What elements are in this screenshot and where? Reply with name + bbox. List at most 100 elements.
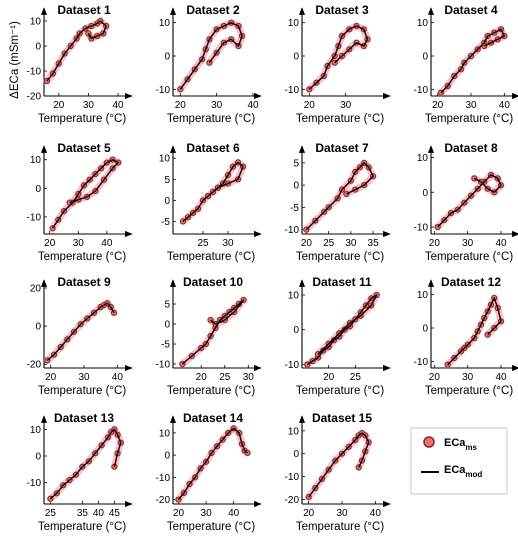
x-tick-label: 30 xyxy=(336,508,348,519)
x-tick-label: 40 xyxy=(495,238,507,249)
panel-title: Dataset 13 xyxy=(54,411,114,425)
x-tick-label: 30 xyxy=(222,238,234,249)
series-model-line xyxy=(52,158,120,229)
y-tick-label: 0 xyxy=(35,42,41,53)
panel-title: Dataset 1 xyxy=(57,3,111,17)
x-axis-label: Temperature (°C) xyxy=(167,113,255,125)
x-tick-label: 30 xyxy=(465,100,477,111)
panel-title: Dataset 15 xyxy=(312,411,372,425)
x-tick-label: 30 xyxy=(243,372,255,383)
series-model-line xyxy=(182,161,244,222)
y-tick-label: -20 xyxy=(27,92,42,103)
x-axis-label: Temperature (°C) xyxy=(167,385,255,397)
y-tick-label: 10 xyxy=(288,18,300,29)
y-tick-label: 10 xyxy=(417,18,429,29)
chart-panel-15: Dataset 15 20 30 40 -20 -10 0 10 Temperature (°C… xyxy=(285,411,391,533)
y-axis-label: ΔECa (mSm⁻¹) xyxy=(9,21,21,99)
point-measured xyxy=(471,175,478,182)
y-tick-label: -10 xyxy=(414,85,429,96)
x-axis-label: Temperature (°C) xyxy=(38,251,126,263)
series-model-line xyxy=(305,162,374,231)
y-tick-label: 10 xyxy=(30,17,42,28)
y-tick-label: 5 xyxy=(164,300,170,311)
x-axis-label: Temperature (°C) xyxy=(296,521,384,533)
chart-panel-2: Dataset 2 20 30 40 -10 0 10 Temperature (°C) xyxy=(156,3,262,125)
series-model-line xyxy=(181,299,245,365)
x-axis-label: Temperature (°C) xyxy=(425,251,513,263)
x-tick-label: 25 xyxy=(197,238,209,249)
chart-panel-11: Dataset 11 20 25 -10 0 10 Temperature (°C) xyxy=(285,275,391,397)
y-tick-label: -10 xyxy=(156,473,171,484)
x-tick-label: 40 xyxy=(499,100,511,111)
x-tick-label: 30 xyxy=(78,372,90,383)
x-tick-label: 20 xyxy=(432,100,444,111)
y-tick-label: 0 xyxy=(35,452,41,463)
chart-panel-5: Dataset 5 20 30 40 -10 0 10 Temperature (°C) xyxy=(27,141,133,263)
series-model-line xyxy=(447,297,502,366)
chart-panel-6: Dataset 6 25 30 -5 0 5 10 Temperature (°C) xyxy=(159,141,262,263)
x-tick-label: 20 xyxy=(429,238,441,249)
y-tick-label: -5 xyxy=(161,340,170,351)
y-tick-label: 10 xyxy=(30,425,42,436)
x-axis-label: Temperature (°C) xyxy=(296,251,384,263)
y-tick-label: 10 xyxy=(288,426,300,437)
x-tick-label: 20 xyxy=(44,238,56,249)
x-axis-label: Temperature (°C) xyxy=(425,113,513,125)
y-tick-label: 0 xyxy=(164,196,170,207)
x-tick-label: 35 xyxy=(368,238,380,249)
y-tick-label: 5 xyxy=(164,175,170,186)
series-model-line xyxy=(437,174,502,228)
series-model-line xyxy=(177,427,248,501)
y-tick-label: -10 xyxy=(156,360,171,371)
x-axis-label: Temperature (°C) xyxy=(296,113,384,125)
chart-panel-4: Dataset 4 20 30 40 -10 0 10 Temperature (°C) xyxy=(414,3,518,125)
y-tick-label: -10 xyxy=(285,360,300,371)
y-tick-label: 10 xyxy=(288,290,300,301)
x-tick-label: 20 xyxy=(196,372,208,383)
panel-title: Dataset 10 xyxy=(183,275,243,289)
x-tick-label: 45 xyxy=(109,508,121,519)
y-tick-label: 0 xyxy=(293,181,299,192)
y-tick-label: 10 xyxy=(417,290,429,301)
y-tick-label: -10 xyxy=(27,478,42,489)
x-axis-label: Temperature (°C) xyxy=(38,521,126,533)
series-model-line xyxy=(179,22,243,90)
chart-panel-8: Dataset 8 20 30 40 -10 0 10 Temperature (°C) xyxy=(414,141,518,263)
legend-marker-measured xyxy=(423,436,435,448)
panel-title: Dataset 11 xyxy=(312,275,372,289)
x-axis-label: Temperature (°C) xyxy=(425,385,513,397)
x-tick-label: 30 xyxy=(340,100,352,111)
y-tick-label: -10 xyxy=(156,85,171,96)
y-tick-label: 5 xyxy=(293,158,299,169)
series-measured-band xyxy=(49,156,122,232)
y-tick-label: 0 xyxy=(422,188,428,199)
x-tick-label: 40 xyxy=(93,508,105,519)
panel-title: Dataset 4 xyxy=(444,3,498,17)
series-measured-band xyxy=(305,22,371,93)
x-tick-label: 20 xyxy=(304,100,316,111)
y-tick-label: 20 xyxy=(30,284,42,295)
legend: ECams ECamod xyxy=(410,427,508,495)
series-measured-band xyxy=(444,294,505,369)
legend-model-label: ECamod xyxy=(444,464,482,479)
chart-panel-9: Dataset 9 20 30 40 -20 0 20 Temperature (°C) xyxy=(27,275,133,397)
panel-title: Dataset 7 xyxy=(315,141,369,155)
x-axis-label: Temperature (°C) xyxy=(38,385,126,397)
x-tick-label: 20 xyxy=(53,100,65,111)
y-tick-label: 10 xyxy=(159,428,171,439)
x-tick-label: 20 xyxy=(323,372,335,383)
y-tick-label: 0 xyxy=(164,52,170,63)
chart-panel-1: Dataset 1 20 30 40 -20 -10 0 10 Temperature (°C)… xyxy=(9,3,133,125)
y-tick-label: 0 xyxy=(293,325,299,336)
x-tick-label: 25 xyxy=(219,372,231,383)
y-tick-label: -10 xyxy=(285,85,300,96)
panel-title: Dataset 14 xyxy=(183,411,243,425)
chart-panel-14: Dataset 14 20 30 40 -20 -10 0 10 Temperature (°C… xyxy=(156,411,262,533)
x-tick-label: 30 xyxy=(462,372,474,383)
x-tick-label: 30 xyxy=(211,100,223,111)
y-tick-label: -20 xyxy=(285,495,300,506)
y-tick-label: 0 xyxy=(35,184,41,195)
y-tick-label: 10 xyxy=(159,154,171,165)
legend-measured-label: ECams xyxy=(444,437,478,452)
x-tick-label: 40 xyxy=(101,238,113,249)
